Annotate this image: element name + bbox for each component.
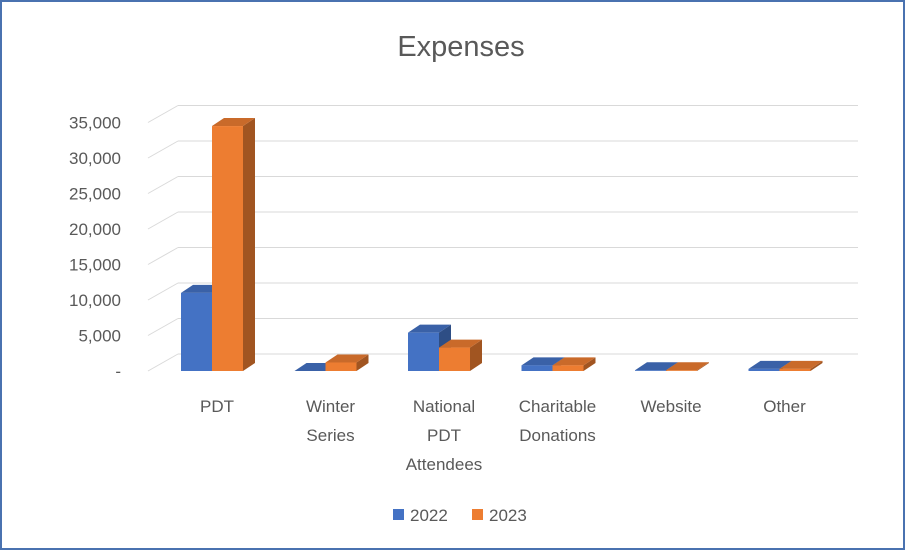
bar-front: [439, 347, 470, 371]
gridline-depth: [147, 211, 179, 230]
chart-title: Expenses: [397, 31, 524, 63]
legend-label-2022: 2022: [410, 506, 448, 525]
gridline-depth: [147, 318, 179, 336]
legend-label-2023: 2023: [489, 506, 527, 525]
bar-front: [748, 368, 780, 371]
category-label: Other: [763, 397, 806, 416]
bar-top: [552, 357, 596, 366]
bar-front: [779, 368, 811, 371]
category-label: Website: [640, 397, 701, 416]
bar-2023-4: [666, 362, 709, 371]
y-axis-ticks: - 5,000 10,000 15,000 20,000 25,000 30,000 35,0…: [69, 114, 121, 382]
y-tick-label: 25,000: [69, 185, 121, 204]
bar-front: [666, 370, 697, 371]
legend: 2022 2023: [393, 506, 527, 525]
category-label: Winter Series: [306, 397, 355, 445]
bar-side: [810, 360, 823, 371]
bar-side: [697, 362, 709, 371]
bar-top: [325, 354, 369, 363]
gridline-depth: [147, 176, 179, 194]
bar-2023-0: [212, 118, 255, 371]
category-label: National PDT Attendees: [406, 397, 483, 474]
category-labels: PDT Winter Series National PDT Attendees Chari…: [200, 397, 806, 474]
gridline-depth: [147, 105, 179, 123]
gridline-depth: [147, 140, 179, 159]
bar-2023-5: [779, 360, 823, 371]
bar-top: [635, 362, 678, 371]
gridline-depth: [147, 353, 179, 372]
bar-top: [779, 360, 823, 369]
legend-swatch-2023: [472, 509, 483, 520]
y-tick-label: 35,000: [69, 114, 121, 133]
category-label: PDT: [200, 397, 234, 416]
bar-top: [748, 360, 792, 369]
bar-front: [325, 362, 357, 371]
bar-top: [408, 324, 451, 333]
bar-top: [666, 362, 709, 371]
bar-front: [212, 126, 243, 371]
bar-front: [552, 365, 584, 371]
gridline-depth: [147, 282, 179, 301]
y-tick-label: 10,000: [69, 291, 121, 310]
bar-side: [583, 357, 596, 371]
bar-2023-1: [325, 354, 369, 371]
y-tick-label: -: [115, 362, 121, 381]
gridlines: [147, 105, 858, 372]
bar-side: [470, 339, 482, 371]
y-tick-label: 20,000: [69, 220, 121, 239]
bars: [181, 118, 823, 371]
bar-top: [439, 339, 482, 348]
bar-2023-3: [552, 357, 596, 371]
y-tick-label: 30,000: [69, 149, 121, 168]
bar-2022-2: [408, 324, 451, 371]
category-label: Charitable Donations: [519, 397, 597, 445]
bar-front: [181, 292, 212, 371]
gridline-depth: [147, 247, 179, 265]
bar-front: [635, 370, 666, 371]
legend-swatch-2022: [393, 509, 404, 520]
y-tick-label: 15,000: [69, 256, 121, 275]
bar-front: [408, 332, 439, 371]
bar-top: [521, 357, 565, 366]
y-tick-label: 5,000: [78, 327, 121, 346]
bar-side: [356, 354, 369, 371]
bar-2023-2: [439, 339, 482, 371]
bar-top: [212, 118, 255, 127]
bar-front: [521, 365, 553, 371]
bar-side: [243, 118, 255, 371]
